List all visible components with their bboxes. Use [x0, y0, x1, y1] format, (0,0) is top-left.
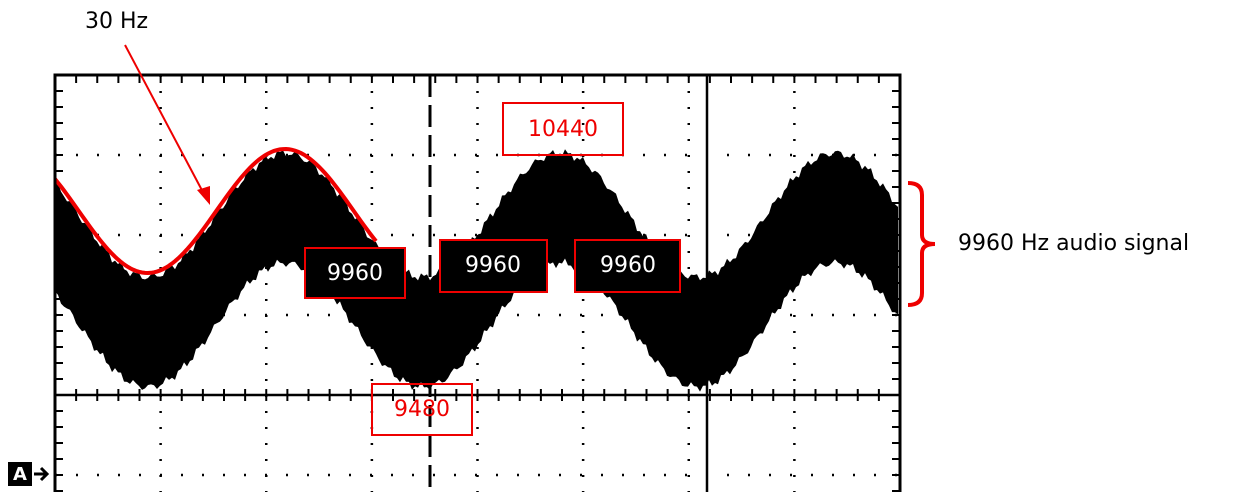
peak-label: 10440 [528, 117, 598, 142]
signal-label: 9960 Hz audio signal [958, 231, 1189, 256]
mid-label: 9960 [600, 253, 656, 278]
trough-label: 9480 [394, 397, 450, 422]
mid-label: 9960 [327, 261, 383, 286]
brace [908, 183, 935, 305]
frequency-note: 30 Hz [85, 9, 148, 34]
arrow-head [197, 186, 210, 205]
channel-arrow [34, 468, 47, 480]
channel-marker: A [13, 464, 27, 485]
mid-label: 9960 [465, 253, 521, 278]
arrow-line [125, 45, 205, 196]
scope-figure: 30 Hz 10440 9960 9960 9960 9480 9960 Hz … [0, 0, 1238, 492]
